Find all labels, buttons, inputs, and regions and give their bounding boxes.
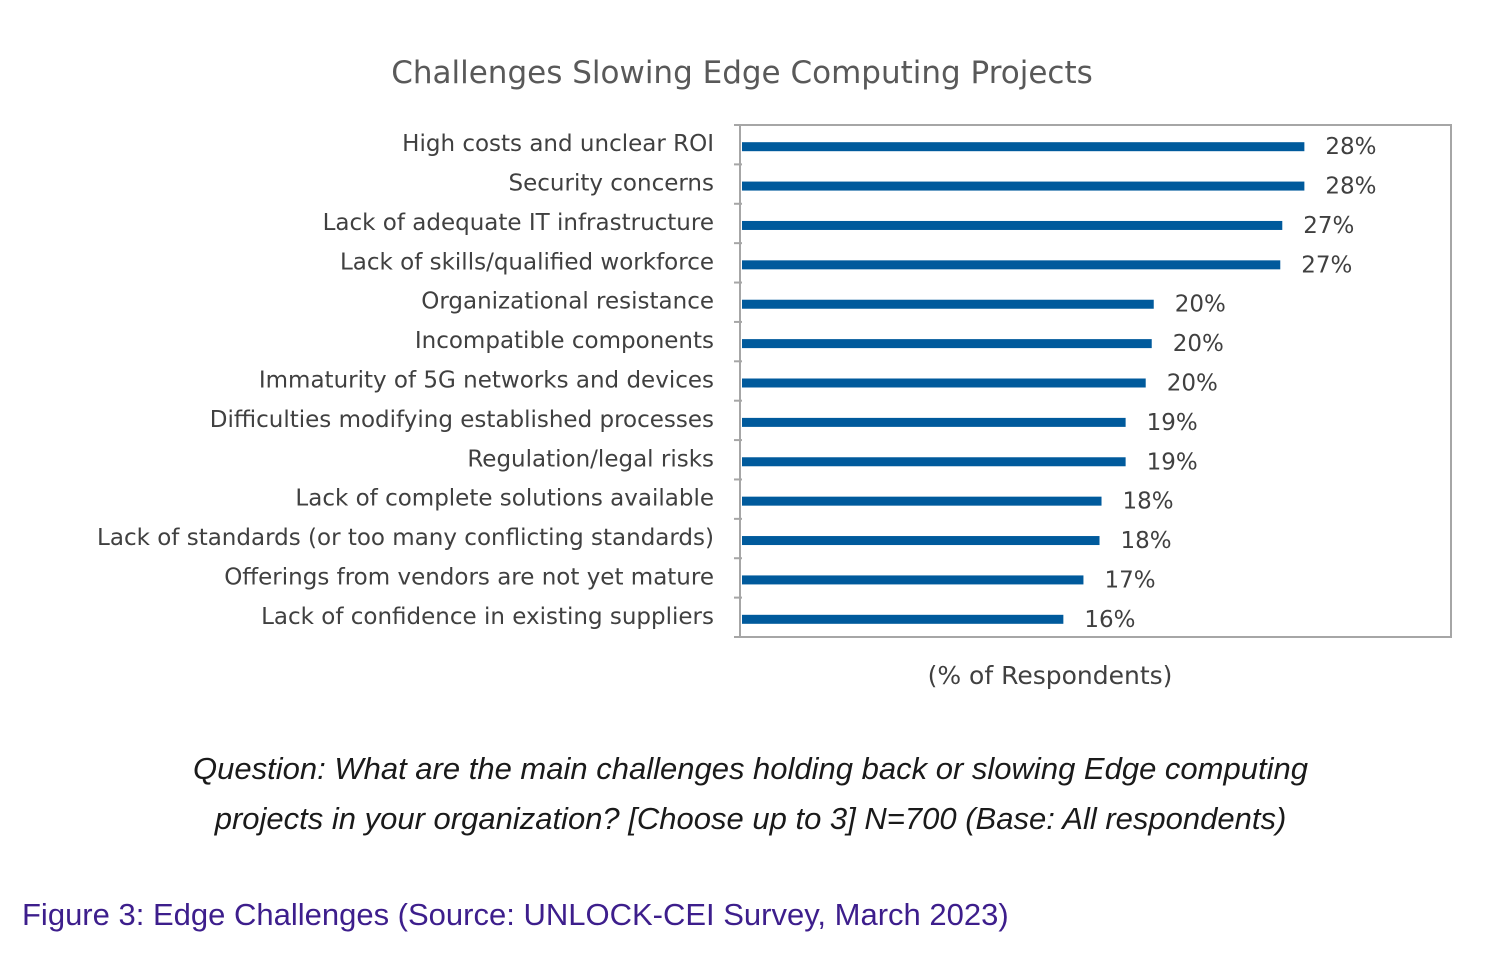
data-label: 20% [1167, 371, 1218, 397]
bar [742, 181, 1305, 191]
bar [742, 614, 1064, 624]
bar [742, 417, 1126, 427]
category-label: Lack of skills/qualified workforce [340, 249, 714, 275]
bar [742, 378, 1146, 388]
category-label: High costs and unclear ROI [402, 131, 714, 157]
bar [742, 457, 1126, 467]
bar [742, 142, 1305, 152]
category-label: Lack of confidence in existing suppliers [261, 604, 714, 630]
category-label: Regulation/legal risks [467, 446, 714, 472]
data-label: 18% [1123, 489, 1174, 515]
category-label: Incompatible components [415, 328, 714, 354]
plot-frame [739, 124, 1452, 638]
category-label: Lack of adequate IT infrastructure [323, 210, 714, 236]
data-label: 27% [1301, 252, 1352, 278]
data-label: 28% [1325, 174, 1376, 200]
chart-title: Challenges Slowing Edge Computing Projec… [391, 55, 1093, 91]
bar [742, 260, 1281, 270]
data-label: 19% [1147, 410, 1198, 436]
category-label: Security concerns [509, 171, 714, 197]
data-label: 28% [1325, 134, 1376, 160]
bar [742, 575, 1084, 585]
data-label: 18% [1121, 528, 1172, 554]
category-label: Lack of complete solutions available [295, 486, 714, 512]
bar [742, 496, 1102, 506]
category-label: Lack of standards (or too many conflicti… [97, 525, 714, 551]
bar [742, 339, 1152, 349]
data-label: 20% [1175, 292, 1226, 318]
bar-chart: Challenges Slowing Edge Computing Projec… [97, 55, 1452, 690]
data-label: 16% [1084, 607, 1135, 633]
bars-group: High costs and unclear ROI 28% Security co… [97, 124, 1377, 638]
category-label: Immaturity of 5G networks and devices [259, 368, 714, 394]
data-label: 17% [1104, 567, 1155, 593]
survey-question-line: Question: What are the main challenges h… [193, 751, 1308, 786]
bar [742, 220, 1283, 230]
category-label: Organizational resistance [421, 289, 714, 315]
x-axis-label: (% of Respondents) [928, 661, 1173, 690]
bar [742, 299, 1154, 309]
category-label: Offerings from vendors are not yet matur… [224, 564, 714, 590]
category-label: Difficulties modifying established proce… [210, 407, 714, 433]
bar [742, 536, 1100, 546]
survey-question: Question: What are the main challenges h… [0, 744, 1501, 844]
figure-caption: Figure 3: Edge Challenges (Source: UNLOC… [22, 897, 1009, 932]
survey-question-line: projects in your organization? [Choose u… [214, 801, 1287, 836]
data-label: 20% [1173, 331, 1224, 357]
data-label: 19% [1147, 449, 1198, 475]
data-label: 27% [1303, 213, 1354, 239]
